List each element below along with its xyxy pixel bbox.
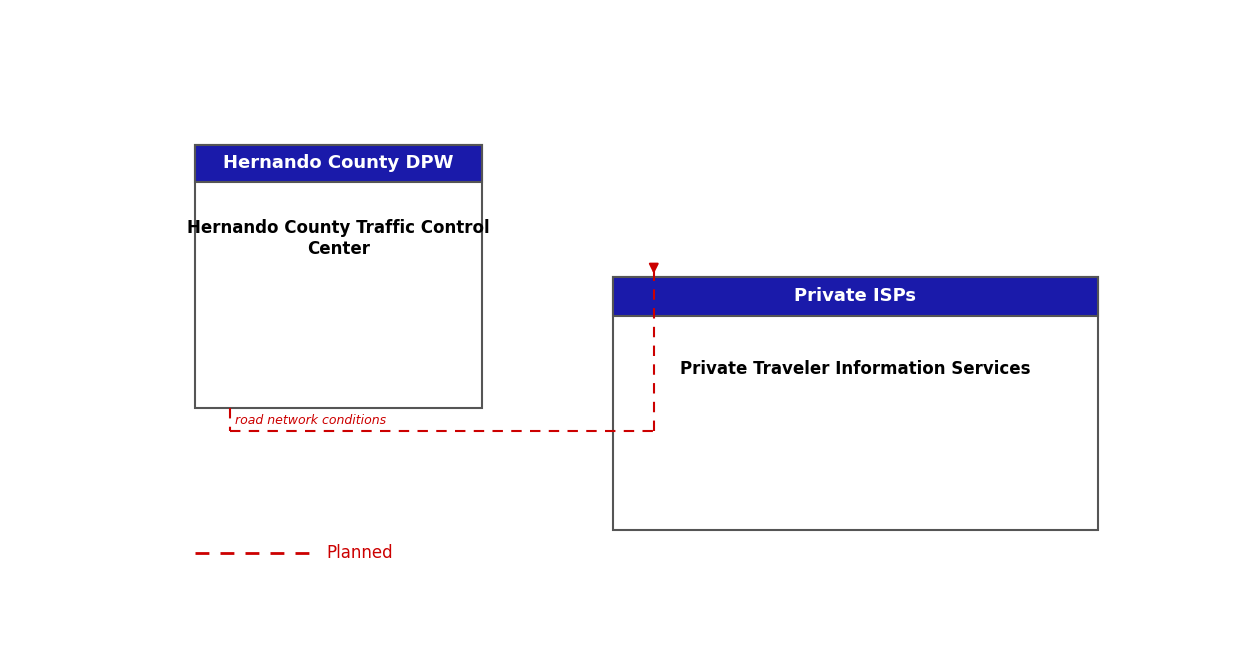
Text: Planned: Planned xyxy=(327,544,393,562)
Bar xyxy=(612,276,1098,316)
Bar xyxy=(195,145,482,182)
Bar xyxy=(612,276,1098,316)
Text: Hernando County DPW: Hernando County DPW xyxy=(223,154,453,172)
Bar xyxy=(195,145,482,182)
Text: Hernando County Traffic Control
Center: Hernando County Traffic Control Center xyxy=(187,219,490,258)
Text: road network conditions: road network conditions xyxy=(234,414,386,427)
Bar xyxy=(195,145,482,408)
Text: Private Traveler Information Services: Private Traveler Information Services xyxy=(680,361,1030,378)
Text: Private ISPs: Private ISPs xyxy=(794,287,916,305)
Bar xyxy=(612,276,1098,530)
